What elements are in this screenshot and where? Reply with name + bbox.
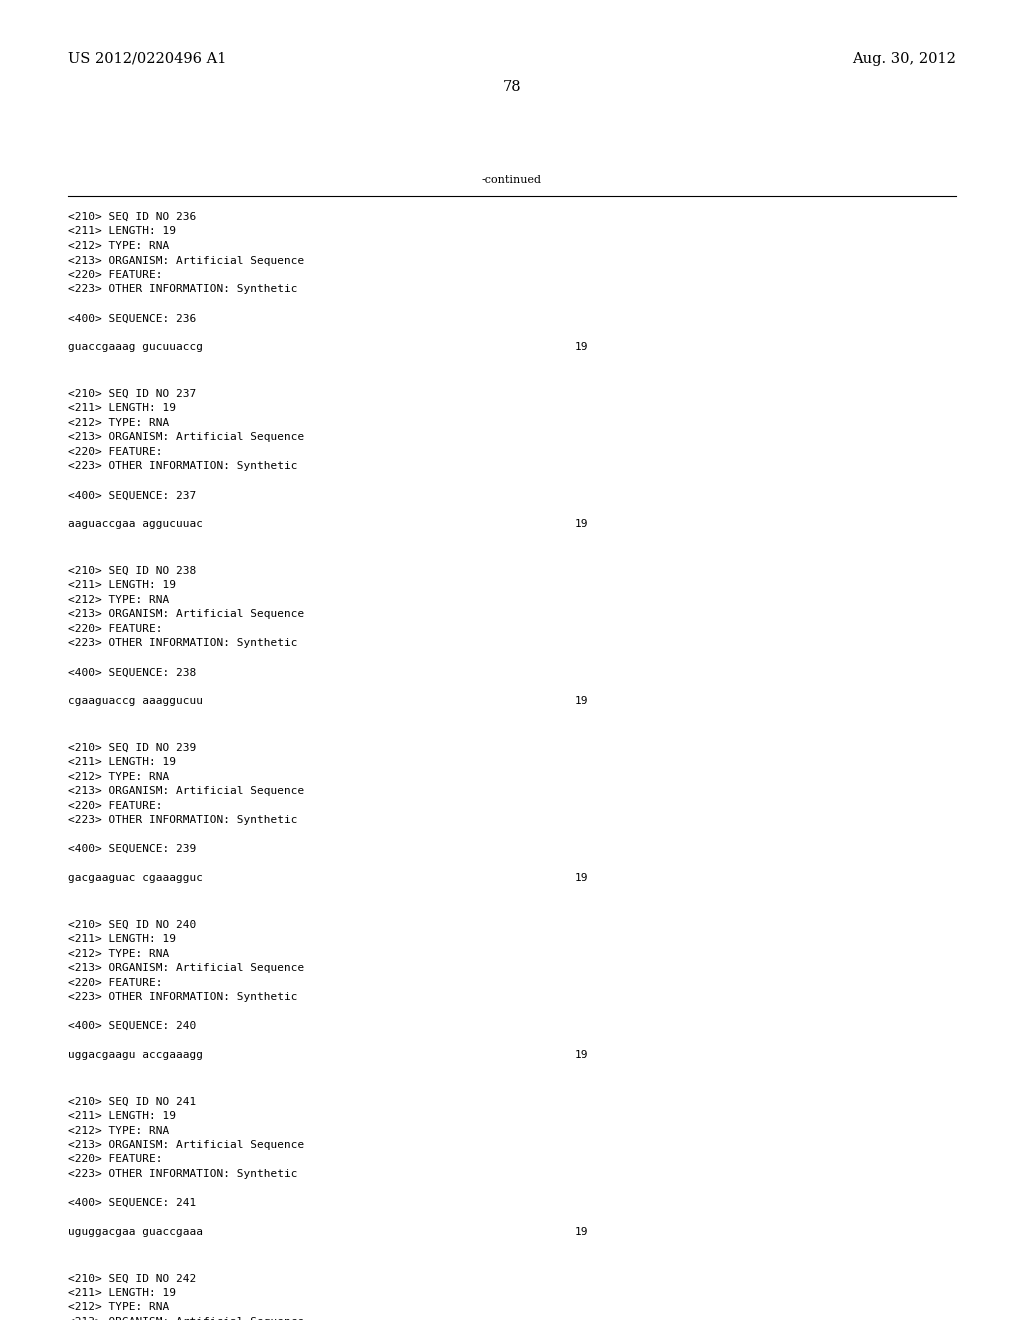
Text: <212> TYPE: RNA: <212> TYPE: RNA — [68, 595, 169, 605]
Text: <223> OTHER INFORMATION: Synthetic: <223> OTHER INFORMATION: Synthetic — [68, 816, 298, 825]
Text: <212> TYPE: RNA: <212> TYPE: RNA — [68, 949, 169, 958]
Text: <220> FEATURE:: <220> FEATURE: — [68, 271, 163, 280]
Text: 19: 19 — [575, 874, 589, 883]
Text: uguggacgaa guaccgaaa: uguggacgaa guaccgaaa — [68, 1228, 203, 1237]
Text: <400> SEQUENCE: 237: <400> SEQUENCE: 237 — [68, 491, 197, 500]
Text: <220> FEATURE:: <220> FEATURE: — [68, 624, 163, 634]
Text: <212> TYPE: RNA: <212> TYPE: RNA — [68, 418, 169, 428]
Text: <213> ORGANISM: Artificial Sequence: <213> ORGANISM: Artificial Sequence — [68, 964, 304, 973]
Text: Aug. 30, 2012: Aug. 30, 2012 — [852, 51, 956, 66]
Text: uggacgaagu accgaaagg: uggacgaagu accgaaagg — [68, 1051, 203, 1060]
Text: cgaaguaccg aaaggucuu: cgaaguaccg aaaggucuu — [68, 697, 203, 706]
Text: 19: 19 — [575, 342, 589, 352]
Text: <210> SEQ ID NO 242: <210> SEQ ID NO 242 — [68, 1274, 197, 1283]
Text: guaccgaaag gucuuaccg: guaccgaaag gucuuaccg — [68, 342, 203, 352]
Text: <210> SEQ ID NO 241: <210> SEQ ID NO 241 — [68, 1097, 197, 1106]
Text: <211> LENGTH: 19: <211> LENGTH: 19 — [68, 1111, 176, 1121]
Text: <212> TYPE: RNA: <212> TYPE: RNA — [68, 1126, 169, 1135]
Text: <211> LENGTH: 19: <211> LENGTH: 19 — [68, 227, 176, 236]
Text: 19: 19 — [575, 697, 589, 706]
Text: <220> FEATURE:: <220> FEATURE: — [68, 447, 163, 457]
Text: <211> LENGTH: 19: <211> LENGTH: 19 — [68, 1288, 176, 1298]
Text: <213> ORGANISM: Artificial Sequence: <213> ORGANISM: Artificial Sequence — [68, 1317, 304, 1320]
Text: -continued: -continued — [482, 176, 542, 185]
Text: <220> FEATURE:: <220> FEATURE: — [68, 801, 163, 810]
Text: <400> SEQUENCE: 241: <400> SEQUENCE: 241 — [68, 1199, 197, 1208]
Text: 19: 19 — [575, 1051, 589, 1060]
Text: <212> TYPE: RNA: <212> TYPE: RNA — [68, 1303, 169, 1312]
Text: US 2012/0220496 A1: US 2012/0220496 A1 — [68, 51, 226, 66]
Text: <223> OTHER INFORMATION: Synthetic: <223> OTHER INFORMATION: Synthetic — [68, 993, 298, 1002]
Text: <210> SEQ ID NO 237: <210> SEQ ID NO 237 — [68, 389, 197, 399]
Text: <210> SEQ ID NO 238: <210> SEQ ID NO 238 — [68, 566, 197, 576]
Text: <223> OTHER INFORMATION: Synthetic: <223> OTHER INFORMATION: Synthetic — [68, 1170, 298, 1179]
Text: <220> FEATURE:: <220> FEATURE: — [68, 978, 163, 987]
Text: <213> ORGANISM: Artificial Sequence: <213> ORGANISM: Artificial Sequence — [68, 256, 304, 265]
Text: <213> ORGANISM: Artificial Sequence: <213> ORGANISM: Artificial Sequence — [68, 433, 304, 442]
Text: <212> TYPE: RNA: <212> TYPE: RNA — [68, 242, 169, 251]
Text: <400> SEQUENCE: 238: <400> SEQUENCE: 238 — [68, 668, 197, 677]
Text: <210> SEQ ID NO 240: <210> SEQ ID NO 240 — [68, 920, 197, 929]
Text: <400> SEQUENCE: 236: <400> SEQUENCE: 236 — [68, 314, 197, 323]
Text: <223> OTHER INFORMATION: Synthetic: <223> OTHER INFORMATION: Synthetic — [68, 639, 298, 648]
Text: 19: 19 — [575, 1228, 589, 1237]
Text: <211> LENGTH: 19: <211> LENGTH: 19 — [68, 581, 176, 590]
Text: <211> LENGTH: 19: <211> LENGTH: 19 — [68, 758, 176, 767]
Text: <220> FEATURE:: <220> FEATURE: — [68, 1155, 163, 1164]
Text: <400> SEQUENCE: 239: <400> SEQUENCE: 239 — [68, 845, 197, 854]
Text: <211> LENGTH: 19: <211> LENGTH: 19 — [68, 404, 176, 413]
Text: gacgaaguac cgaaagguc: gacgaaguac cgaaagguc — [68, 874, 203, 883]
Text: <223> OTHER INFORMATION: Synthetic: <223> OTHER INFORMATION: Synthetic — [68, 462, 298, 471]
Text: 78: 78 — [503, 81, 521, 94]
Text: <223> OTHER INFORMATION: Synthetic: <223> OTHER INFORMATION: Synthetic — [68, 285, 298, 294]
Text: <210> SEQ ID NO 239: <210> SEQ ID NO 239 — [68, 743, 197, 752]
Text: <213> ORGANISM: Artificial Sequence: <213> ORGANISM: Artificial Sequence — [68, 610, 304, 619]
Text: <213> ORGANISM: Artificial Sequence: <213> ORGANISM: Artificial Sequence — [68, 787, 304, 796]
Text: <211> LENGTH: 19: <211> LENGTH: 19 — [68, 935, 176, 944]
Text: <212> TYPE: RNA: <212> TYPE: RNA — [68, 772, 169, 781]
Text: <210> SEQ ID NO 236: <210> SEQ ID NO 236 — [68, 213, 197, 222]
Text: aaguaccgaa aggucuuac: aaguaccgaa aggucuuac — [68, 519, 203, 529]
Text: <400> SEQUENCE: 240: <400> SEQUENCE: 240 — [68, 1022, 197, 1031]
Text: 19: 19 — [575, 519, 589, 529]
Text: <213> ORGANISM: Artificial Sequence: <213> ORGANISM: Artificial Sequence — [68, 1140, 304, 1150]
